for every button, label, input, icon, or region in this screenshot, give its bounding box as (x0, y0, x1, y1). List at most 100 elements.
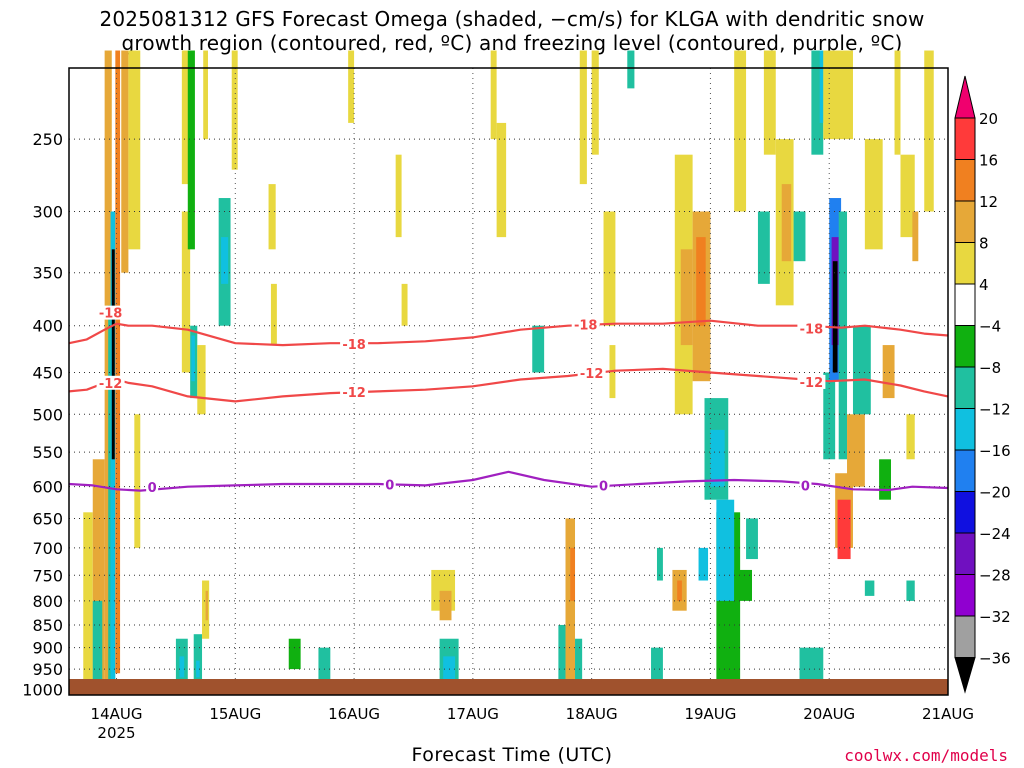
contour-label: -18 (800, 323, 824, 338)
omega-shade-cell (906, 580, 915, 601)
contour-label-bg (797, 374, 826, 389)
contour-label-bg (383, 477, 396, 492)
contour-label: 0 (801, 480, 810, 495)
colorbar-label: −32 (979, 608, 1011, 626)
omega-shade-cell (395, 154, 402, 238)
omega-shade-cell (268, 184, 276, 250)
x-tick-label: 19AUG (684, 705, 736, 723)
omega-shade-cell (496, 122, 507, 238)
colorbar-swatch (954, 366, 976, 409)
colorbar-label: 16 (979, 152, 998, 170)
omega-shade-cell (121, 50, 129, 273)
omega-shade-cell (92, 459, 105, 690)
ground-band (69, 679, 948, 695)
y-tick-label: 800 (32, 592, 63, 611)
omega-shade-cell (882, 345, 895, 399)
colorbar-label: 12 (979, 193, 998, 211)
contour-line-0 (68, 470, 949, 492)
omega-shade-cell (439, 590, 452, 621)
omega-shade-cell (205, 590, 208, 621)
omega-shade-cell (348, 50, 355, 123)
colorbar-swatch (954, 200, 976, 243)
contour-label-bg (340, 385, 369, 400)
colorbar-label: −12 (979, 401, 1011, 419)
y-tick-label: 900 (32, 639, 63, 658)
colorbar-swatch (954, 449, 976, 492)
omega-shade-cell (811, 50, 824, 155)
contour-label-bg (597, 478, 610, 493)
omega-shade-cell (680, 249, 693, 346)
contour-label: 0 (385, 478, 394, 493)
omega-shade-cell (197, 345, 206, 415)
omega-shade-cell (92, 600, 103, 688)
omega-shade-cell (181, 50, 192, 185)
omega-shade-cell (191, 335, 195, 382)
omega-shade-cell (677, 580, 682, 601)
y-tick-label: 950 (32, 660, 63, 679)
omega-shade-cell (288, 638, 301, 670)
omega-shade-cell (591, 50, 599, 155)
contour-label: -18 (99, 307, 123, 322)
omega-shade-cell (819, 50, 824, 123)
omega-shade-cell (558, 624, 566, 686)
contour-label: -12 (580, 367, 604, 382)
omega-shade-cell (193, 634, 203, 686)
omega-shade-cell (565, 518, 576, 686)
omega-shade-cell (847, 414, 865, 487)
colorbar-label: −36 (979, 650, 1011, 668)
omega-shade-cell (793, 211, 806, 262)
y-tick-label: 700 (32, 539, 63, 558)
colorbar-label: −24 (979, 525, 1011, 543)
colorbar-swatch (954, 159, 976, 202)
x-tick-label: 16AUG (328, 705, 380, 723)
colorbar-label: −28 (979, 567, 1011, 585)
omega-shade-cell (179, 656, 185, 678)
omega-shade-cell (656, 547, 663, 581)
omega-shade-cell (490, 50, 497, 140)
omega-shade-cell (203, 50, 208, 140)
omega-shade-cell (864, 580, 875, 596)
colorbar-swatch (954, 117, 976, 160)
contour-label: -12 (800, 376, 824, 391)
omega-shade-cell (231, 50, 238, 170)
contour-label-bg (146, 480, 159, 495)
contour-label: -18 (574, 319, 598, 334)
omega-shade-cell (603, 211, 616, 326)
omega-shade-cell (221, 237, 229, 284)
omega-shade-cell (906, 414, 915, 460)
contour-label-bg (96, 305, 125, 320)
omega-shade-cell (651, 647, 663, 682)
contour-label-bg (340, 337, 369, 352)
omega-shade-cell (832, 261, 838, 373)
credit-link[interactable]: coolwx.com/models (844, 746, 1008, 765)
colorbar-swatch (954, 574, 976, 617)
chart-title-line1: 2025081312 GFS Forecast Omega (shaded, −… (99, 7, 925, 31)
omega-shade-cell (128, 50, 141, 250)
colorbar-swatch (954, 532, 976, 575)
omega-shade-cell (838, 211, 848, 460)
omega-shade-cell (879, 459, 891, 500)
omega-shade-cell (837, 499, 851, 560)
y-tick-label: 400 (32, 317, 63, 336)
y-tick-label: 300 (32, 202, 63, 221)
omega-shade-cell (894, 50, 901, 155)
x-tick-label: 21AUG (922, 705, 974, 723)
omega-shade-cell (912, 211, 919, 262)
colorbar-label: −8 (979, 359, 1001, 377)
colorbar-label: 4 (979, 276, 989, 294)
omega-shade-cell (115, 50, 121, 674)
omega-shade-cell (187, 50, 195, 250)
omega-shade-cell (134, 414, 141, 548)
y-tick-label: 550 (32, 443, 63, 462)
omega-shade-cell (799, 647, 824, 682)
contour-label: -12 (99, 377, 123, 392)
contour-label-bg (571, 317, 600, 332)
colorbar-swatch (954, 615, 976, 658)
omega-shade-cell (698, 547, 709, 581)
omega-shade-cell (852, 325, 871, 415)
x-axis-title: Forecast Time (UTC) (411, 744, 613, 766)
omega-shade-cell (532, 325, 545, 373)
colorbar: 20 16 12 8 4 −4 −8 −12 −16 −20 −24 −28 −32 −36 (954, 75, 1011, 694)
contour-label-bg (96, 375, 125, 390)
